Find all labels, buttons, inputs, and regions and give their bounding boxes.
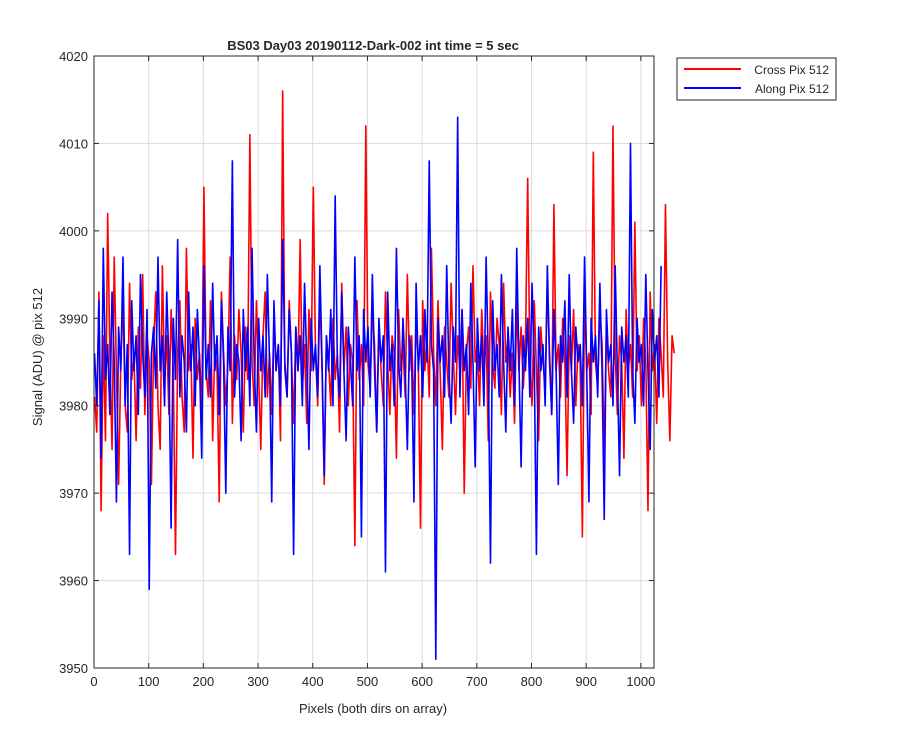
x-tick-label: 100 — [138, 674, 160, 689]
x-tick-label: 600 — [411, 674, 433, 689]
x-tick-label: 0 — [90, 674, 97, 689]
legend: Cross Pix 512 Along Pix 512 — [676, 57, 837, 101]
series-layer — [93, 90, 676, 661]
x-tick-label: 300 — [247, 674, 269, 689]
y-tick-label: 3950 — [59, 661, 88, 676]
x-tick-label: 200 — [193, 674, 215, 689]
y-tick-label: 3990 — [59, 311, 88, 326]
y-tick-label: 4020 — [59, 49, 88, 64]
series-line-along-pix — [93, 116, 662, 661]
legend-label-cross-pix: Cross Pix 512 — [754, 63, 829, 77]
y-tick-label: 4010 — [59, 136, 88, 151]
legend-label-along-pix: Along Pix 512 — [755, 82, 829, 96]
plot-area: 0 100 200 300 400 500 600 700 800 900 1000 3950 3960… — [59, 49, 676, 689]
y-tick-label: 4000 — [59, 224, 88, 239]
legend-box — [676, 57, 837, 101]
x-tick-label: 500 — [357, 674, 379, 689]
x-tick-label: 800 — [521, 674, 543, 689]
y-tick-label: 3980 — [59, 399, 88, 414]
x-tick-label: 900 — [575, 674, 597, 689]
x-tick-label: 1000 — [626, 674, 655, 689]
x-tick-label: 700 — [466, 674, 488, 689]
x-axis-label: Pixels (both dirs on array) — [299, 701, 447, 716]
axes-frame — [93, 55, 655, 669]
y-tick-label: 3970 — [59, 486, 88, 501]
x-tick-label: 400 — [302, 674, 324, 689]
ticks: 0 100 200 300 400 500 600 700 800 900 1000 3950 3960… — [59, 49, 655, 689]
y-axis-label: Signal (ADU) @ pix 512 — [30, 288, 45, 426]
y-tick-label: 3960 — [59, 574, 88, 589]
chart-title: BS03 Day03 20190112-Dark-002 int time = … — [227, 38, 519, 53]
